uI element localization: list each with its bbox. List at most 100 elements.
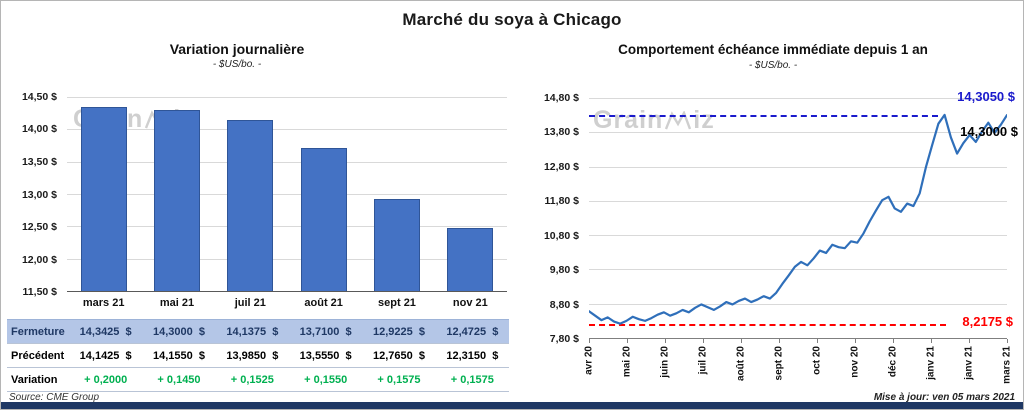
x-axis-label: déc 20 [887,346,899,378]
low-reference-line [589,323,946,326]
x-tick-mark [969,339,970,343]
bar [447,228,494,291]
table-cell: 13,9850 $ [226,349,279,362]
x-tick-mark [893,339,894,343]
table-cell: 14,3425 $ [79,325,132,338]
price-line-chart [589,113,1007,325]
line-plot: Grain iz [589,98,1007,339]
table-cell: 14,1425 $ [79,349,132,362]
bar-x-axis: mars 21 mai 21 juil 21 août 21 sept 21 nov 21 [67,297,507,309]
line-x-axis: avr 20 mai 20 juin 20 juil 20 août 20 sept 20… [584,339,1013,399]
x-tick-mark [589,339,590,343]
x-axis-label: août 20 [735,346,747,382]
x-tick-mark [1007,339,1008,343]
table-cell: + 0,1525 [230,373,274,386]
bar [227,120,274,291]
y-axis-label: 9,80 $ [549,264,579,277]
last-value-label: 14,3000 $ [960,124,1018,139]
table-cell: 14,1550 $ [152,349,205,362]
table-cell: 12,9225 $ [372,325,425,338]
watermark-text-right: iz [693,106,715,134]
y-axis-label: 13,00 $ [21,188,57,201]
y-axis-label: 11,80 $ [544,195,579,208]
table-cell: 14,3000 $ [152,325,205,338]
table-cell: + 0,2000 [84,373,128,386]
x-tick-mark [703,339,704,343]
y-axis-label: 13,50 $ [21,155,57,168]
x-axis-label: oct 20 [811,346,823,375]
y-axis-label: 12,80 $ [543,160,579,173]
category-label: juil 21 [234,297,266,309]
y-axis-label: 8,80 $ [549,298,579,311]
bar-slot [67,97,140,291]
x-axis-label: juil 20 [697,346,709,375]
y-axis-label: 13,80 $ [543,126,579,139]
bar-slot [434,97,507,291]
footer-bar [1,402,1023,409]
table-row: Précédent 14,1425 $ 14,1550 $ 13,9850 $ 13,5… [7,344,509,368]
bars [67,97,507,291]
gridline [67,161,507,163]
gridline [67,226,507,228]
y-axis-label: 12,00 $ [21,253,57,266]
bar-chart-subtitle: - $US/bo. - [212,59,262,70]
bar [373,199,420,291]
watermark-zigzag-icon [665,110,692,129]
table-cell: + 0,1575 [377,373,421,386]
table-cell: + 0,1550 [304,373,348,386]
table-row: Variation + 0,2000 + 0,1450 + 0,1525 + 0,155… [7,368,509,392]
gridline [67,258,507,260]
price-table: Fermeture 14,3425 $ 14,3000 $ 14,1375 $ 13,7… [7,319,509,392]
low-value-label: 8,2175 $ [962,314,1013,329]
updated-note: Mise à jour: ven 05 mars 2021 [873,392,1015,403]
line-y-axis: 14,80 $ 13,80 $ 12,80 $ 11,80 $ 10,80 $ 9,80 … [521,92,583,345]
x-axis-label: mai 20 [621,346,633,378]
y-axis-label: 14,80 $ [543,92,579,104]
bar-chart-title: Variation journalière [169,41,305,57]
table-cell: 13,7100 $ [299,325,352,338]
category-label: nov 21 [452,297,488,309]
x-axis-label: juin 20 [659,346,671,378]
category-label: mai 21 [159,297,195,309]
high-value-label: 14,3050 $ [957,89,1015,104]
source-note: Source: CME Group [9,392,100,403]
line-chart-title: Comportement échéance immédiate depuis 1… [618,42,928,57]
table-cell: 12,4725 $ [446,325,499,338]
gridline [589,98,1007,99]
y-axis-label: 7,80 $ [549,333,579,345]
bar-y-axis: 14,50 $ 14,00 $ 13,50 $ 13,00 $ 12,50 $ 12,00… [1,91,61,298]
x-tick-mark [665,339,666,343]
gridline [589,200,1007,202]
table-row: Fermeture 14,3425 $ 14,3000 $ 14,1375 $ 13,7… [7,320,509,344]
table-cell: 14,1375 $ [226,325,279,338]
bar-slot [287,97,360,291]
y-axis-label: 14,00 $ [21,123,57,136]
table-cell: 12,3150 $ [446,349,499,362]
gridline [67,97,507,98]
x-tick-mark [741,339,742,343]
line-chart-subtitle: - $US/bo. - [748,60,798,71]
row-label: Variation [11,373,58,386]
x-axis-label: janv 21 [963,346,975,380]
x-axis-label: nov 20 [849,346,861,378]
x-tick-mark [817,339,818,343]
line-series [589,113,1007,325]
bar-slot [360,97,433,291]
x-tick-mark [931,339,932,343]
x-tick-mark [779,339,780,343]
gridline [589,166,1007,168]
gridline [67,129,507,131]
page-title: Marché du soya à Chicago [402,10,622,29]
table-cell: + 0,1450 [157,373,201,386]
high-reference-line [589,114,938,117]
x-tick-mark [855,339,856,343]
bar [153,109,200,291]
y-axis-label: 11,50 $ [22,286,57,298]
y-axis-label: 10,80 $ [543,229,579,242]
gridline [67,194,507,195]
y-axis-label: 14,50 $ [21,91,57,103]
bar-slot [140,97,213,291]
gridline [589,269,1007,271]
table-cell: 13,5550 $ [299,349,352,362]
